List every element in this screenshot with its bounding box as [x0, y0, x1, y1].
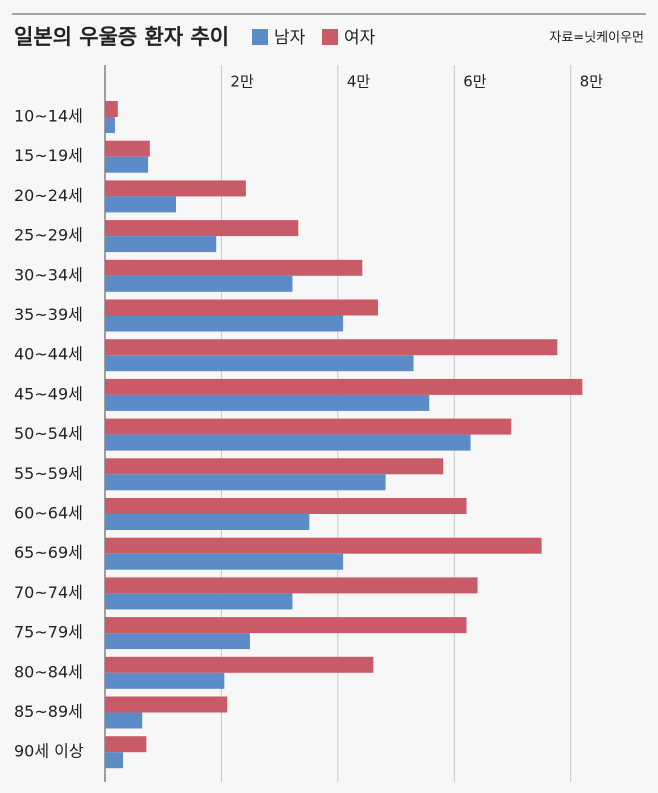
- y-tick-label: 15~19세: [14, 146, 83, 165]
- bar: [105, 394, 430, 411]
- bar: [105, 117, 115, 133]
- bar: [105, 180, 246, 197]
- bar: [105, 315, 344, 332]
- bar: [105, 220, 299, 237]
- x-tick-label: 2만: [230, 73, 254, 91]
- bar: [105, 458, 444, 475]
- bar: [105, 474, 386, 491]
- x-tick-label: 4만: [347, 73, 371, 91]
- legend-label: 여자: [344, 28, 376, 48]
- y-tick-label: 55~59세: [14, 464, 83, 483]
- bar: [105, 275, 293, 292]
- bar: [105, 434, 471, 451]
- y-tick-label: 60~64세: [14, 504, 83, 523]
- y-tick-label: 75~79세: [14, 623, 83, 642]
- bar: [105, 514, 310, 530]
- y-tick-label: 85~89세: [14, 702, 83, 721]
- bar: [105, 553, 344, 570]
- y-tick-label: 80~84세: [14, 662, 83, 681]
- bar: [105, 577, 478, 594]
- bar: [105, 299, 379, 316]
- bar: [105, 378, 583, 395]
- y-tick-label: 45~49세: [14, 384, 83, 403]
- bar: [105, 196, 177, 213]
- bar: [105, 236, 217, 253]
- bar: [105, 752, 124, 769]
- bar: [105, 498, 467, 514]
- x-tick-label: 6만: [463, 73, 487, 91]
- y-tick-label: 20~24세: [14, 186, 83, 205]
- bar: [105, 537, 542, 554]
- bar: [105, 140, 150, 157]
- x-tick-label: 8만: [580, 73, 604, 91]
- y-tick-label: 50~54세: [14, 424, 83, 443]
- y-tick-label: 90세 이상: [14, 742, 84, 761]
- bar: [105, 696, 228, 713]
- bar: [105, 418, 512, 435]
- y-tick-label: 25~29세: [14, 226, 83, 245]
- y-tick-label: 65~69세: [14, 543, 83, 562]
- y-tick-label: 70~74세: [14, 583, 83, 602]
- bar: [105, 672, 225, 689]
- y-tick-label: 35~39세: [14, 305, 83, 324]
- bar: [105, 736, 147, 753]
- bar: [105, 617, 467, 634]
- bar: [105, 712, 143, 729]
- y-tick-label: 10~14세: [14, 107, 83, 126]
- bar: [105, 656, 374, 673]
- y-tick-label: 40~44세: [14, 345, 83, 364]
- bar: [105, 633, 250, 650]
- bar: [105, 339, 558, 356]
- legend-swatch: [252, 29, 268, 45]
- legend-swatch: [322, 29, 338, 45]
- bar: [105, 355, 414, 372]
- bar: [105, 259, 363, 276]
- y-tick-label: 30~34세: [14, 265, 83, 284]
- bar: [105, 101, 118, 117]
- legend-label: 남자: [274, 28, 306, 48]
- bar: [105, 156, 149, 173]
- chart-title: 일본의 우울증 환자 추이: [14, 25, 229, 49]
- source: 자료=닛케이우먼: [549, 31, 644, 46]
- bar: [105, 593, 293, 610]
